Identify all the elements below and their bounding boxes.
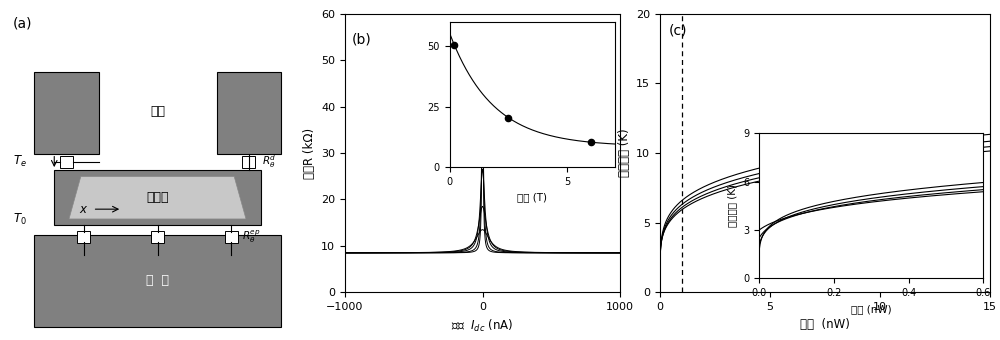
Text: (c): (c) [669, 23, 687, 37]
Bar [242, 156, 255, 168]
Bar [151, 231, 164, 243]
Text: 电子: 电子 [150, 105, 165, 118]
Text: (a): (a) [13, 17, 32, 31]
Text: $T_0$: $T_0$ [13, 211, 27, 226]
Bar [34, 235, 281, 327]
Text: 晶  格: 晶 格 [146, 274, 169, 288]
Text: $T_e$: $T_e$ [13, 154, 27, 169]
Polygon shape [54, 170, 261, 225]
Bar [34, 72, 98, 154]
X-axis label: 电流  $I_{dc}$ (nA): 电流 $I_{dc}$ (nA) [451, 318, 514, 334]
X-axis label: 功率  (nW): 功率 (nW) [800, 318, 850, 331]
Text: $R_\theta^{ep}$: $R_\theta^{ep}$ [242, 229, 260, 245]
Polygon shape [69, 176, 246, 219]
Bar [225, 231, 238, 243]
Y-axis label: 电阿R (kΩ): 电阿R (kΩ) [303, 128, 316, 178]
Text: $x$: $x$ [79, 203, 88, 216]
Text: 热电子: 热电子 [146, 191, 169, 204]
Bar [60, 156, 73, 168]
Bar [216, 72, 281, 154]
Bar [77, 231, 90, 243]
Text: $R_\theta^d$: $R_\theta^d$ [262, 153, 277, 170]
Y-axis label: 电子温度 (K): 电子温度 (K) [618, 129, 631, 177]
Text: (b): (b) [352, 32, 372, 46]
